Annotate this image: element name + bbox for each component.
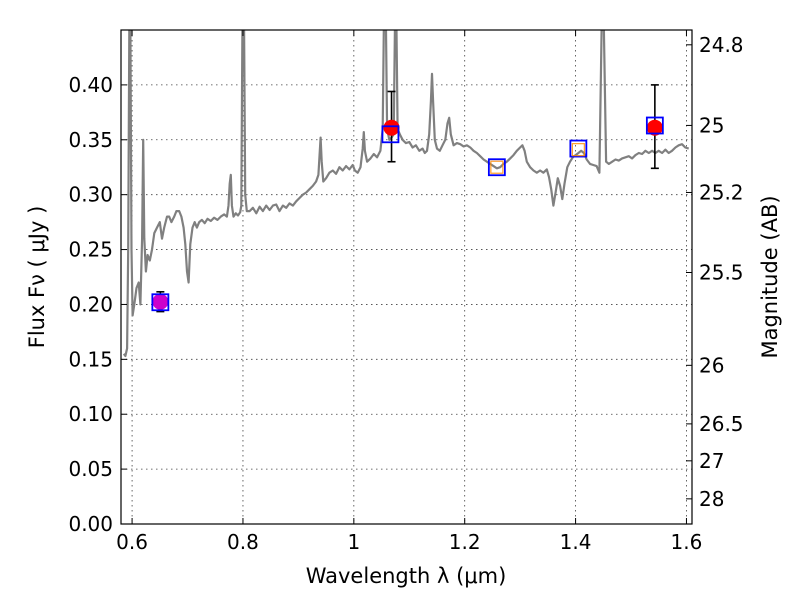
right-tick-label: 28 (699, 487, 724, 511)
observed-point (646, 119, 663, 136)
x-tick-label: 0.6 (116, 530, 148, 554)
right-tick-label: 26.5 (699, 412, 744, 436)
inner-marker (571, 143, 585, 157)
photometry-layer (151, 84, 664, 313)
y-tick-label: 0.15 (68, 347, 113, 371)
x-tick-label: 1.4 (560, 530, 592, 554)
model-point (381, 125, 400, 144)
axis-ticks: 0.6 0.8 1 1.2 1.4 1.6 0.00 0.05 0.10 0.15 0.20 0.25… (68, 30, 744, 554)
y-axis-right-label: Magnitude (AB) (758, 195, 782, 358)
x-tick-label: 1.2 (449, 530, 481, 554)
y-tick-label: 0.25 (68, 238, 113, 262)
y-tick-label: 0.30 (68, 183, 113, 207)
spectrum-layer (122, 30, 690, 358)
inner-marker (490, 160, 504, 174)
model-point (645, 116, 664, 135)
y-tick-label: 0.10 (68, 402, 113, 426)
model-point (569, 139, 588, 158)
y-tick-label: 0.20 (68, 292, 113, 316)
model-point (487, 158, 506, 177)
right-tick-label: 27 (699, 449, 724, 473)
y-tick-label: 0.00 (68, 512, 113, 536)
right-tick-label: 25.5 (699, 261, 744, 285)
grid-lines (121, 30, 692, 524)
right-tick-label: 25 (699, 113, 724, 137)
plot-frame (120, 29, 693, 525)
right-tick-label: 25.2 (699, 180, 744, 204)
x-tick-label: 1.6 (671, 530, 703, 554)
right-tick-label: 26 (699, 353, 724, 377)
x-tick-label: 0.8 (227, 530, 259, 554)
spectrum-line (122, 30, 690, 358)
observed-point (152, 293, 169, 310)
x-axis-label: Wavelength λ (μm) (306, 564, 507, 588)
observed-point (383, 119, 400, 136)
right-tick-label: 24.8 (699, 33, 744, 57)
y-axis-label: Flux Fν ( μJy ) (25, 206, 49, 349)
x-tick-label: 1 (347, 530, 360, 554)
y-tick-label: 0.40 (68, 73, 113, 97)
model-point (151, 293, 170, 312)
y-tick-label: 0.35 (68, 128, 113, 152)
y-tick-label: 0.05 (68, 457, 113, 481)
